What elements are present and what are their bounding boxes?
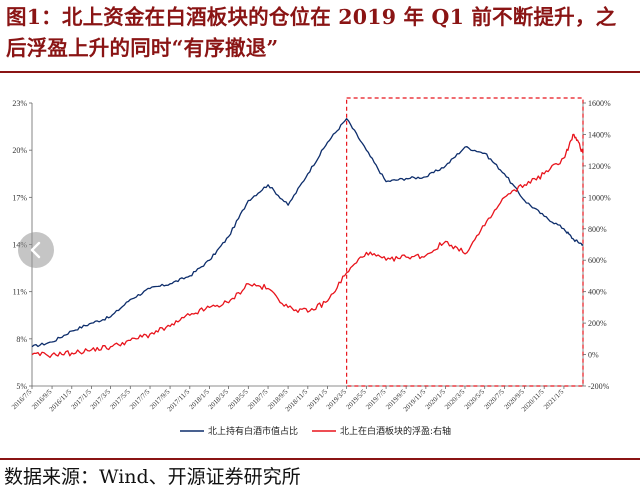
x-tick-label: 2019/5/5 <box>345 387 369 411</box>
right-tick-label: 1400% <box>588 130 611 139</box>
left-tick-label: 23% <box>12 99 27 108</box>
right-tick-label: 400% <box>588 288 607 297</box>
x-tick-label: 2016/11/5 <box>48 387 74 413</box>
legend: 北上持有白酒市值占比 北上在白酒板块的浮盈:右轴 <box>180 425 451 437</box>
x-tick-label: 2018/5/5 <box>226 387 250 411</box>
x-tick-label: 2020/11/5 <box>520 387 546 413</box>
x-tick-label: 2020/5/5 <box>463 387 487 411</box>
previous-image-button[interactable] <box>18 232 54 268</box>
legend-label: 北上持有白酒市值占比 <box>208 425 298 437</box>
right-tick-label: 1200% <box>588 162 611 171</box>
x-tick-label: 2021/1/5 <box>542 387 566 411</box>
x-tick-label: 2020/7/5 <box>483 387 507 411</box>
series-line-2 <box>31 133 584 359</box>
left-tick-label: 20% <box>12 146 27 155</box>
right-tick-label: -200% <box>588 382 610 391</box>
x-tick-label: 2020/1/5 <box>424 387 448 411</box>
x-tick-label: 2018/11/5 <box>284 387 310 413</box>
left-tick-label: 17% <box>12 193 27 202</box>
chevron-left-icon <box>30 241 41 259</box>
x-tick-label: 2019/7/5 <box>364 387 388 411</box>
right-tick-label: 0% <box>588 351 599 360</box>
x-tick-label: 2017/11/5 <box>166 387 192 413</box>
right-tick-label: 600% <box>588 256 607 265</box>
x-tick-label: 2020/3/5 <box>443 387 467 411</box>
chart-axes <box>29 97 586 389</box>
tick-labels: 23%20%17%14%11%8%5%1600%1400%1200%1000%8… <box>10 99 611 413</box>
x-tick-label: 2017/7/5 <box>128 387 152 411</box>
legend-label: 北上在白酒板块的浮盈:右轴 <box>340 425 451 437</box>
right-tick-label: 1600% <box>588 99 611 108</box>
left-tick-label: 11% <box>13 288 28 297</box>
source-rule <box>0 458 640 460</box>
highlight-region-box <box>346 97 584 387</box>
source-note: 数据来源：Wind、开源证券研究所 <box>4 466 301 488</box>
x-tick-label: 2019/11/5 <box>402 387 428 413</box>
right-tick-label: 800% <box>588 225 607 234</box>
x-tick-label: 2019/3/5 <box>325 387 349 411</box>
left-tick-label: 5% <box>16 382 27 391</box>
x-tick-label: 2018/3/5 <box>207 387 231 411</box>
figure-title: 图1：北上资金在白酒板块的仓位在 2019 年 Q1 前不断提升，之后浮盈上升的… <box>6 5 617 60</box>
right-tick-label: 200% <box>588 319 607 328</box>
right-tick-label: 1000% <box>588 193 611 202</box>
series-line-1 <box>31 118 584 348</box>
dual-axis-line-chart: 23%20%17%14%11%8%5%1600%1400%1200%1000%8… <box>10 97 611 437</box>
left-tick-label: 8% <box>16 335 27 344</box>
x-tick-label: 2018/7/5 <box>246 387 270 411</box>
title-rule <box>0 71 640 73</box>
x-tick-label: 2017/3/5 <box>89 387 113 411</box>
series-lines <box>31 118 584 359</box>
x-tick-label: 2017/5/5 <box>108 387 132 411</box>
